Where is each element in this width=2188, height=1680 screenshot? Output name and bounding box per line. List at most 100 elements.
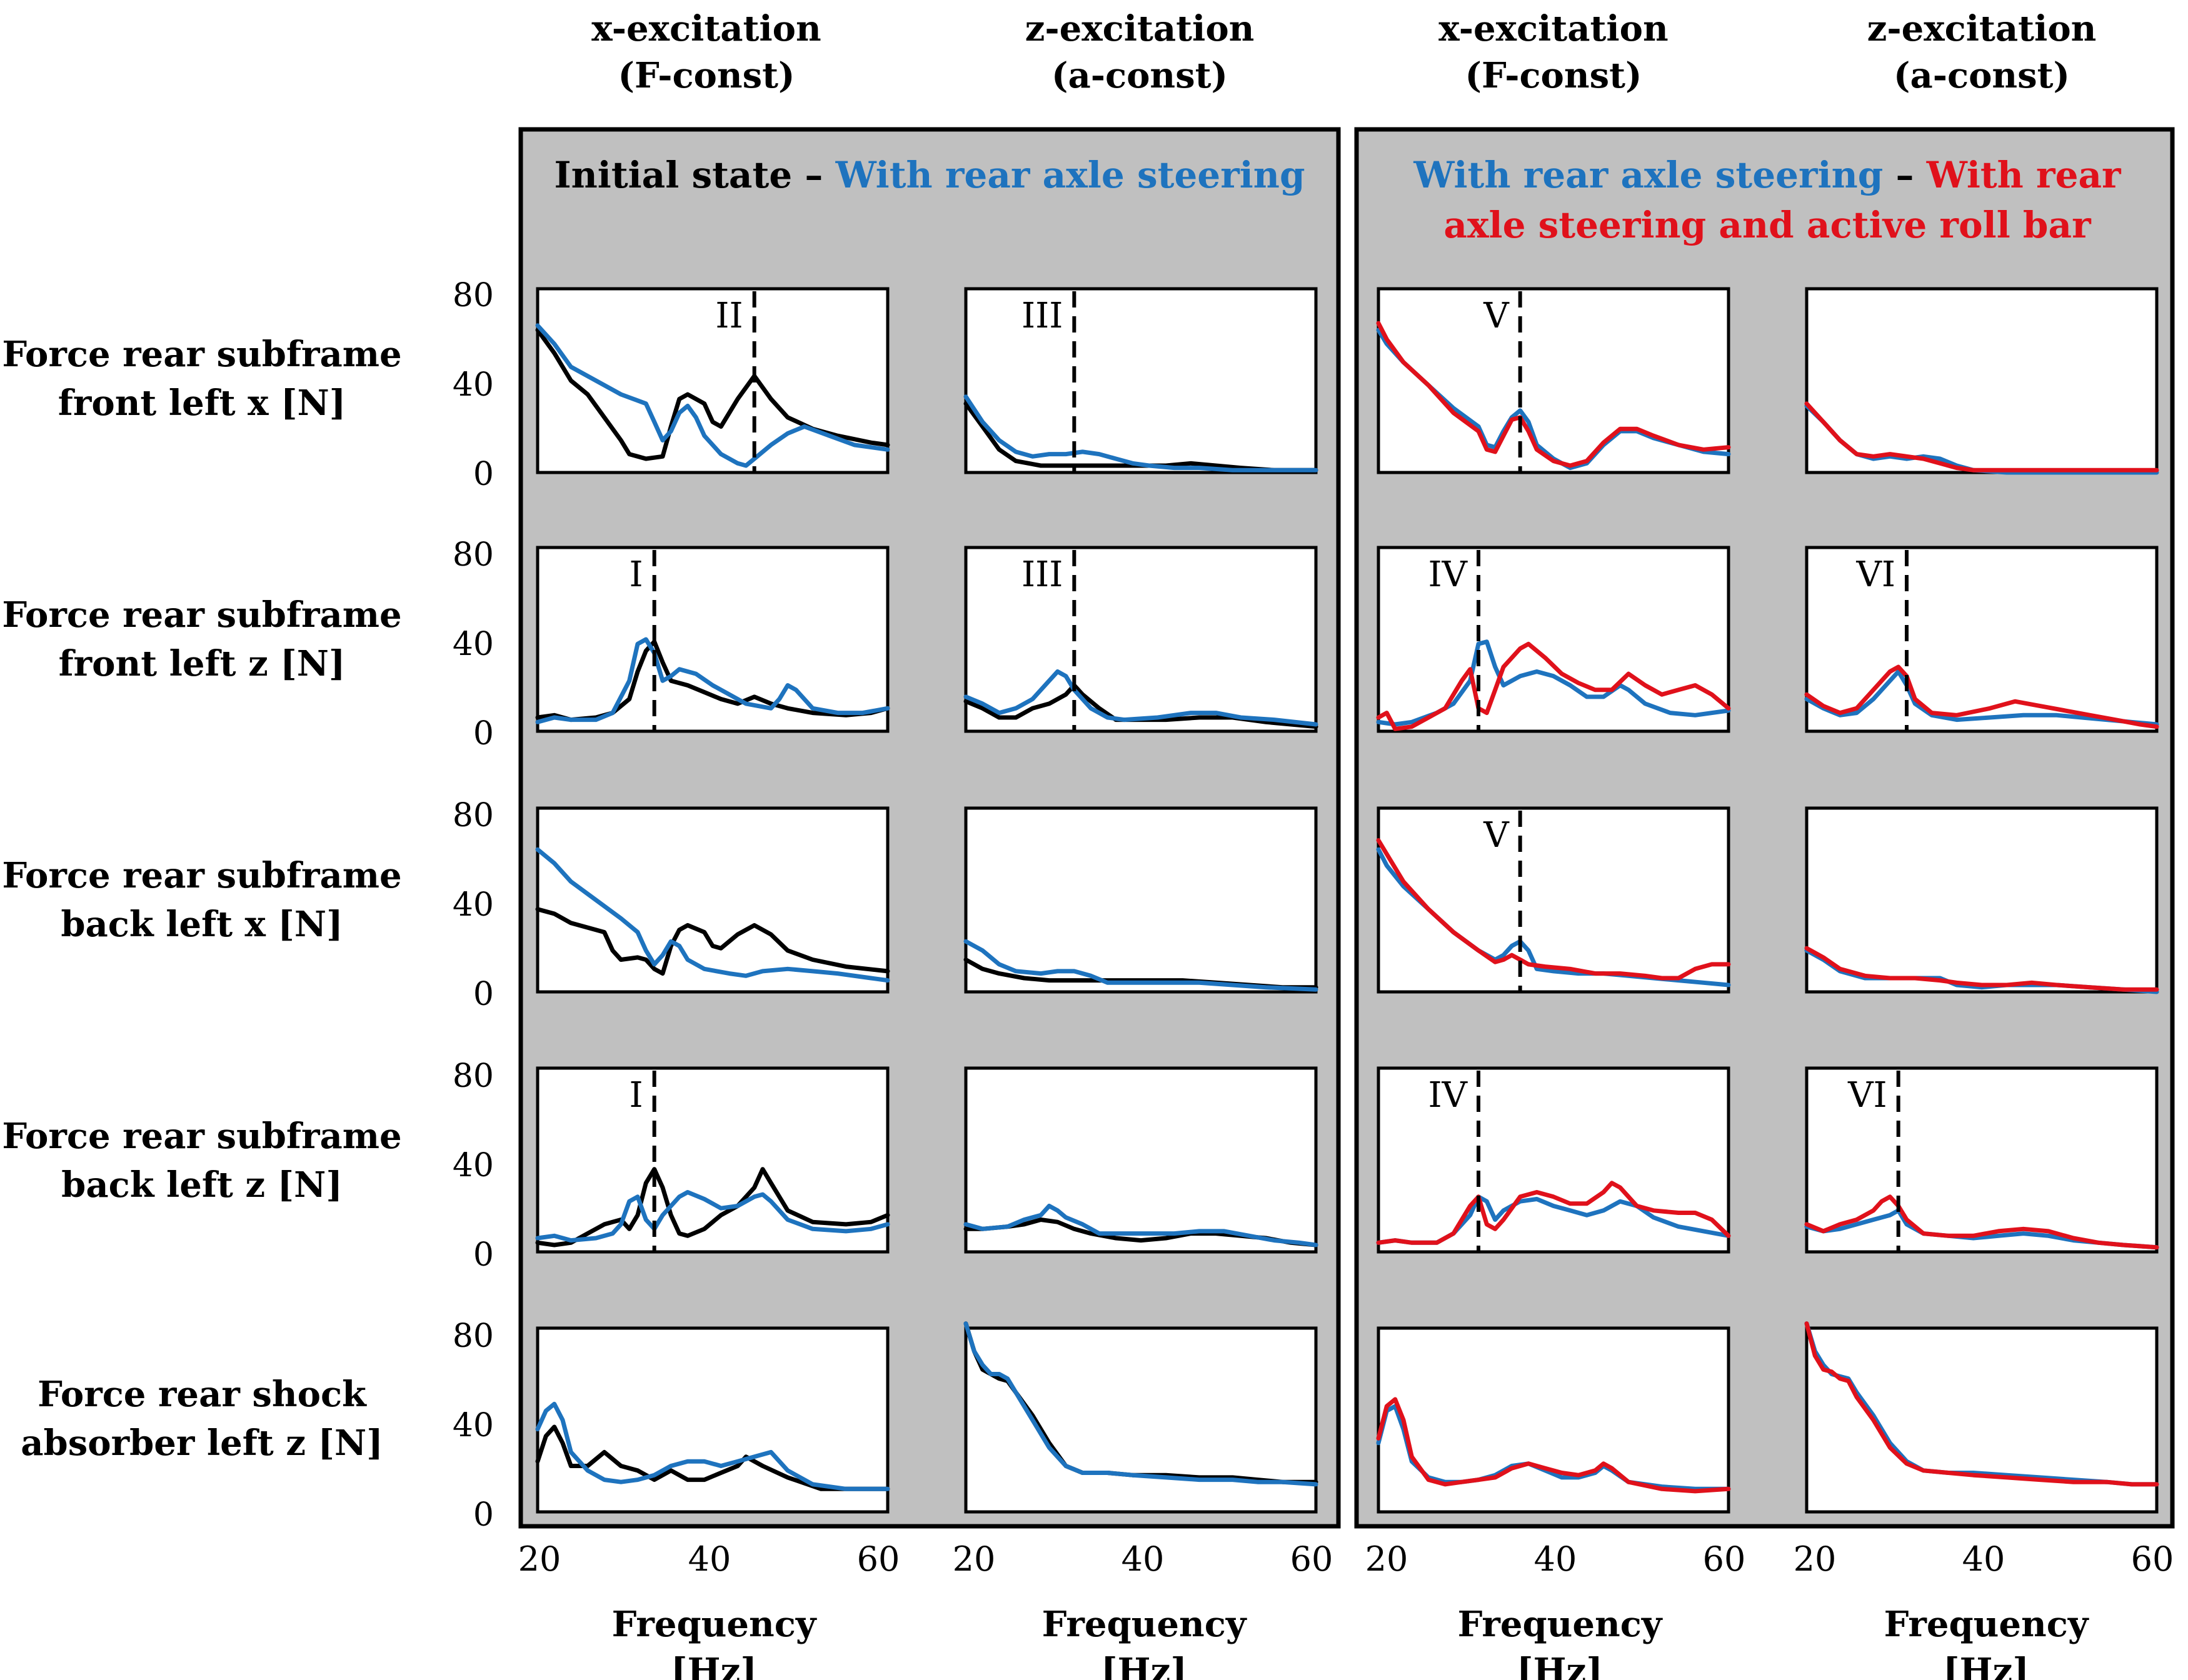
y-tick-r2-40: 40 xyxy=(453,626,494,663)
marker-label-r2c4: VI xyxy=(1855,554,1895,595)
series-rear-axle-r1c2 xyxy=(963,394,1318,472)
panel-right-title-line1: With rear axle steering – With rear xyxy=(1413,154,2122,196)
row-label-1-line1: Force rear subframe xyxy=(2,334,401,375)
series-active-roll-r1c3 xyxy=(1376,321,1731,468)
series-active-roll-r2c3 xyxy=(1376,641,1731,731)
panel-left-title-rear-axle: With rear axle steering xyxy=(835,154,1305,196)
x-label-c3-line2: [Hz] xyxy=(1517,1651,1603,1680)
plot-box-r2c4 xyxy=(1805,546,2159,733)
row-label-3-line1: Force rear subframe xyxy=(2,855,401,896)
x-tick-c1-40: 40 xyxy=(688,1539,731,1579)
x-tick-c4-40: 40 xyxy=(1962,1539,2005,1579)
marker-label-r3c3: V xyxy=(1483,815,1510,856)
col-header-4-line2: (a-const) xyxy=(1894,55,2070,96)
panel-right-title-with-rear: With rear xyxy=(1926,154,2122,196)
series-rear-axle-r3c1 xyxy=(535,847,890,983)
col-header-1-line2: (F-const) xyxy=(618,55,795,96)
y-tick-r5-80: 80 xyxy=(453,1318,494,1355)
x-tick-c3-60: 60 xyxy=(1703,1539,1746,1579)
plot-box-r1c2 xyxy=(964,287,1318,474)
row-label-1-line2: front left x [N] xyxy=(58,382,346,424)
row-label-3-line2: back left x [N] xyxy=(61,904,343,945)
series-active-roll-r5c4 xyxy=(1804,1321,2159,1487)
series-initial-r3c1 xyxy=(535,907,890,976)
series-rear-axle-r1c1 xyxy=(535,323,890,468)
series-initial-r5c1 xyxy=(535,1424,890,1491)
plot-box-r2c2 xyxy=(964,546,1318,733)
series-rear-axle-r4c2 xyxy=(963,1204,1318,1248)
series-active-roll-r2c4 xyxy=(1804,664,2159,729)
marker-label-r2c2: III xyxy=(1021,554,1063,595)
series-rear-axle-r5c2 xyxy=(963,1321,1318,1487)
panel-left-title-initial: Initial state xyxy=(554,154,792,196)
series-active-roll-r5c3 xyxy=(1376,1397,1731,1494)
marker-label-r4c4: VI xyxy=(1847,1075,1887,1116)
plot-box-r5c1 xyxy=(536,1326,890,1514)
x-tick-c2-40: 40 xyxy=(1122,1539,1165,1579)
panel-left-title-dash: – xyxy=(792,154,835,196)
y-tick-r4-0: 0 xyxy=(473,1236,494,1274)
row-label-4-line2: back left z [N] xyxy=(61,1164,343,1206)
col-header-3-line2: (F-const) xyxy=(1465,55,1642,96)
col-header-2-line2: (a-const) xyxy=(1051,55,1228,96)
series-initial-r1c2 xyxy=(963,401,1318,472)
x-tick-c3-40: 40 xyxy=(1534,1539,1577,1579)
plot-box-r3c3 xyxy=(1377,806,1730,994)
series-active-roll-r1c4 xyxy=(1804,401,2159,472)
series-rear-axle-r2c2 xyxy=(963,669,1318,727)
marker-label-r1c2: III xyxy=(1021,296,1063,336)
x-tick-c1-60: 60 xyxy=(857,1539,900,1579)
y-tick-r3-0: 0 xyxy=(473,976,494,1013)
y-tick-r2-0: 0 xyxy=(473,715,494,752)
panel-left-title: Initial state – With rear axle steering xyxy=(554,154,1305,196)
marker-label-r1c3: V xyxy=(1483,296,1510,336)
col-header-2-line1: z-excitation xyxy=(1025,8,1255,49)
row-label-2-line2: front left z [N] xyxy=(59,643,346,684)
row-label-2-line1: Force rear subframe xyxy=(2,594,401,636)
series-initial-r4c1 xyxy=(535,1167,890,1248)
plot-box-r2c3 xyxy=(1377,546,1730,733)
y-tick-r3-80: 80 xyxy=(453,797,494,834)
plot-box-r5c2 xyxy=(964,1326,1318,1514)
marker-label-r1c1: II xyxy=(715,296,743,336)
y-tick-r5-40: 40 xyxy=(453,1407,494,1444)
plot-box-r3c2 xyxy=(964,806,1318,994)
y-tick-r2-80: 80 xyxy=(453,536,494,574)
x-label-c1-line2: [Hz] xyxy=(671,1651,757,1680)
x-tick-c2-20: 20 xyxy=(953,1539,996,1579)
series-initial-r1c1 xyxy=(535,328,890,461)
x-tick-c3-20: 20 xyxy=(1365,1539,1408,1579)
marker-label-r4c3: IV xyxy=(1428,1075,1468,1116)
y-tick-r1-80: 80 xyxy=(453,277,494,314)
series-rear-axle-r4c1 xyxy=(535,1190,890,1243)
x-label-c4-line1: Frequency xyxy=(1884,1604,2089,1645)
series-rear-axle-r5c1 xyxy=(535,1401,890,1491)
col-header-1-line1: x-excitation xyxy=(591,8,821,49)
plot-box-r1c4 xyxy=(1805,287,2159,474)
marker-label-r2c1: I xyxy=(630,554,643,595)
y-tick-r3-40: 40 xyxy=(453,886,494,924)
series-active-roll-r4c4 xyxy=(1804,1194,2159,1250)
series-active-roll-r4c3 xyxy=(1376,1181,1731,1245)
y-tick-r5-0: 0 xyxy=(473,1496,494,1534)
x-label-c2-line1: Frequency xyxy=(1042,1604,1247,1645)
series-rear-axle-r2c4 xyxy=(1804,669,2159,727)
x-label-c2-line2: [Hz] xyxy=(1101,1651,1187,1680)
panel-right-title-line2: axle steering and active roll bar xyxy=(1443,204,2092,246)
x-tick-c1-20: 20 xyxy=(518,1539,561,1579)
y-tick-r4-80: 80 xyxy=(453,1058,494,1095)
row-label-4-line1: Force rear subframe xyxy=(2,1116,401,1157)
plot-box-r5c3 xyxy=(1377,1326,1730,1514)
series-rear-axle-r3c2 xyxy=(963,939,1318,992)
y-tick-r1-40: 40 xyxy=(453,366,494,404)
y-tick-r1-0: 0 xyxy=(473,456,494,493)
panel-right-title-dash: – xyxy=(1883,154,1926,196)
x-label-c3-line1: Frequency xyxy=(1458,1604,1663,1645)
marker-label-r2c3: IV xyxy=(1428,554,1468,595)
col-header-3-line1: x-excitation xyxy=(1438,8,1668,49)
col-header-4-line1: z-excitation xyxy=(1867,8,2097,49)
y-tick-r4-40: 40 xyxy=(453,1147,494,1184)
x-tick-c4-60: 60 xyxy=(2131,1539,2174,1579)
